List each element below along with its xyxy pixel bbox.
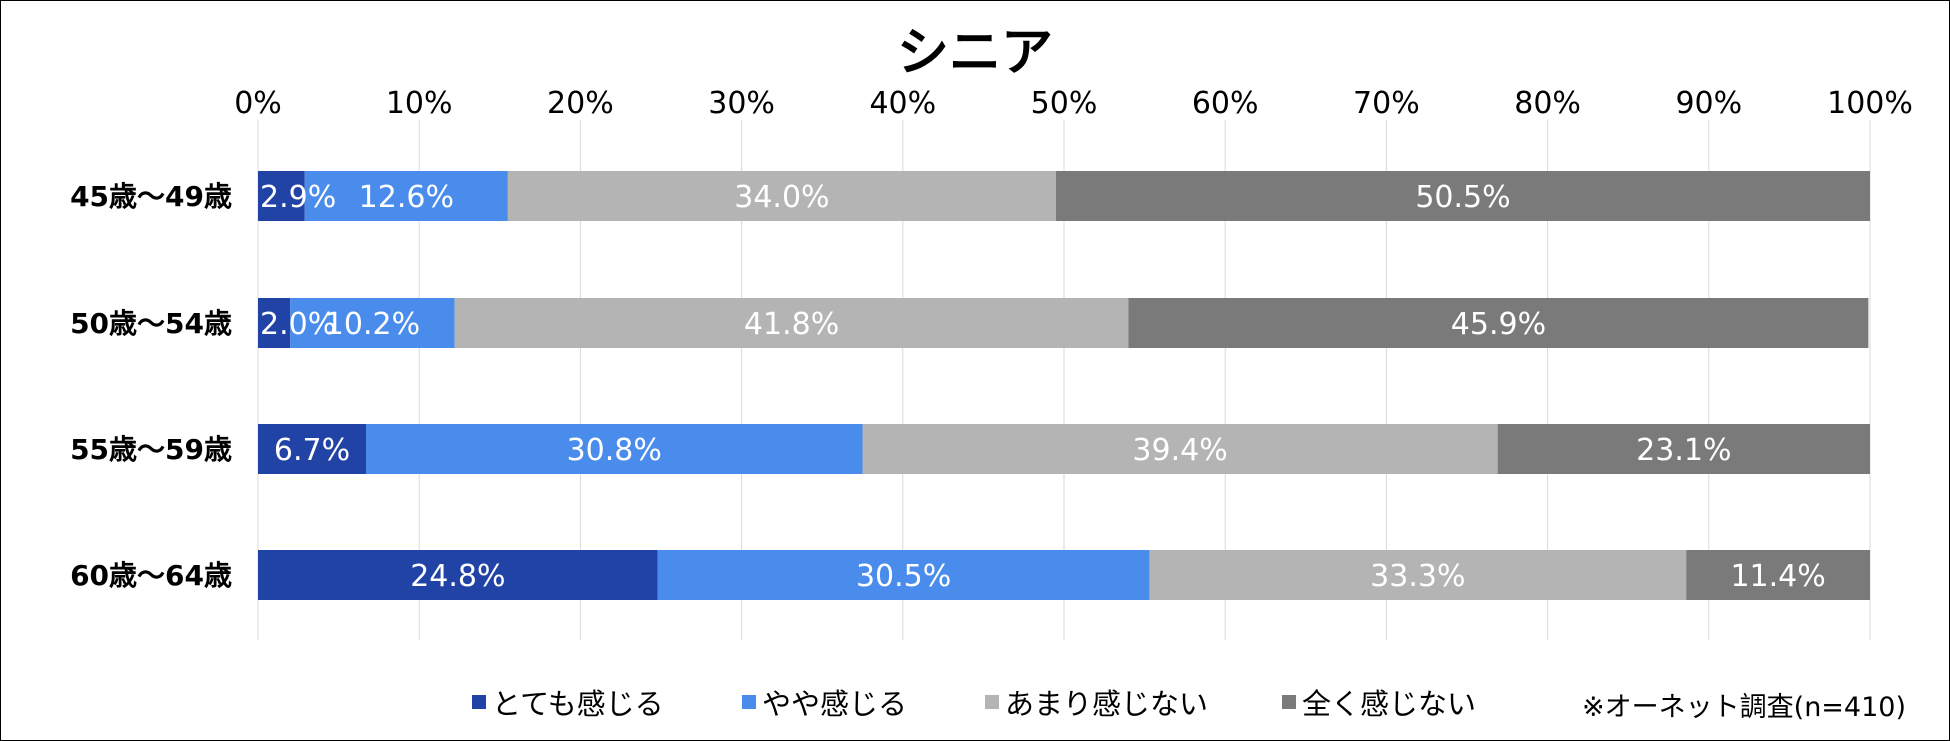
x-tick-label: 90% (1675, 86, 1742, 121)
bar-segment (1497, 424, 1870, 474)
legend-label: あまり感じない (1005, 687, 1209, 721)
data-label: 12.6% (359, 180, 454, 215)
data-label: 2.0% (260, 307, 336, 342)
bar-segment (1128, 298, 1869, 348)
data-label: 33.3% (1370, 559, 1465, 594)
x-tick-label: 70% (1353, 86, 1420, 121)
x-tick-label: 30% (708, 86, 775, 121)
legend-label: とても感じる (492, 687, 664, 721)
chart-footnote: ※オーネット調査(n=410) (1582, 692, 1906, 723)
bar-segment (454, 298, 1129, 348)
legend-label: 全く感じない (1302, 687, 1477, 721)
data-label: 10.2% (325, 307, 420, 342)
legend-swatch (985, 695, 999, 709)
data-label: 2.9% (260, 180, 336, 215)
legend-swatch (472, 695, 486, 709)
bar-segment (258, 298, 291, 348)
legend-swatch (1282, 695, 1296, 709)
bar-segment (258, 550, 658, 600)
data-label: 11.4% (1730, 559, 1825, 594)
data-label: 39.4% (1132, 433, 1227, 468)
data-label: 50.5% (1415, 180, 1510, 215)
data-label: 23.1% (1636, 433, 1731, 468)
legend-item: あまり感じない (985, 682, 1208, 722)
bar-segment (1055, 171, 1870, 221)
x-tick-label: 0% (234, 86, 282, 121)
bar-segment (258, 424, 367, 474)
bar-segment (290, 298, 455, 348)
legend-item: やや感じる (742, 682, 907, 722)
bar-segment (1686, 550, 1870, 600)
data-label: 45.9% (1451, 307, 1546, 342)
data-label: 30.8% (567, 433, 662, 468)
bar-segment (258, 171, 305, 221)
x-tick-label: 20% (547, 86, 614, 121)
bar-segment (657, 550, 1150, 600)
category-label: 45歳～49歳 (70, 180, 232, 213)
x-tick-label: 10% (386, 86, 453, 121)
legend-swatch (742, 695, 756, 709)
bar-segment (366, 424, 863, 474)
data-label: 41.8% (744, 307, 839, 342)
data-label: 30.5% (856, 559, 951, 594)
category-label: 60歳～64歳 (70, 559, 232, 592)
x-tick-label: 40% (869, 86, 936, 121)
x-tick-label: 100% (1827, 86, 1913, 121)
legend-label: やや感じる (762, 687, 908, 721)
bar-segment (304, 171, 508, 221)
x-tick-label: 50% (1031, 86, 1098, 121)
x-tick-label: 80% (1514, 86, 1581, 121)
chart-title: シニア (896, 23, 1053, 83)
category-label: 55歳～59歳 (70, 433, 232, 466)
legend-item: 全く感じない (1282, 682, 1476, 722)
data-label: 24.8% (410, 559, 505, 594)
data-label: 34.0% (734, 180, 829, 215)
category-label: 50歳～54歳 (70, 307, 232, 340)
bar-segment (1149, 550, 1687, 600)
bar-segment (507, 171, 1056, 221)
data-label: 6.7% (274, 433, 350, 468)
bar-segment (862, 424, 1498, 474)
legend-item: とても感じる (472, 682, 664, 722)
x-tick-label: 60% (1192, 86, 1259, 121)
